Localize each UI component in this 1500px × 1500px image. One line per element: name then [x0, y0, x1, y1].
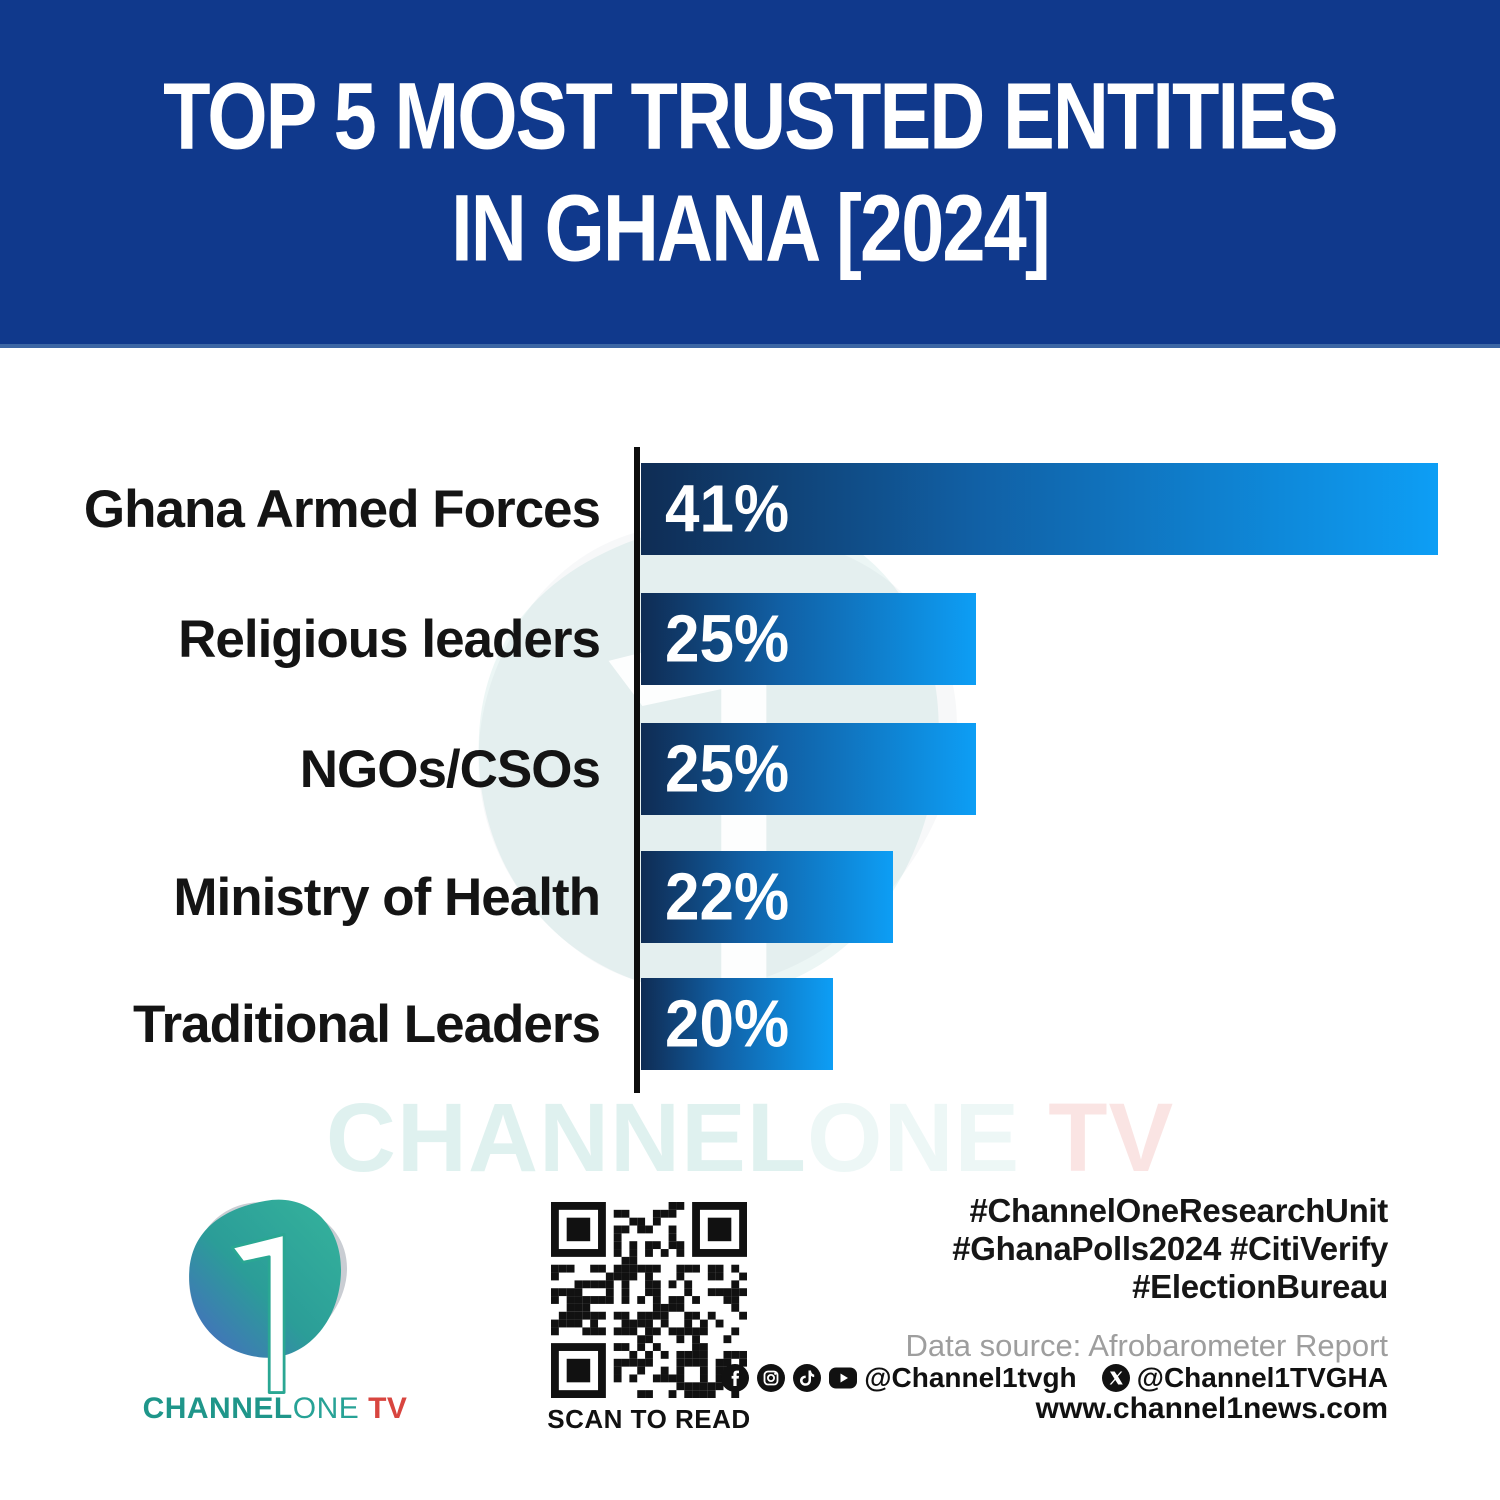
hashtags: #ChannelOneResearchUnit #GhanaPolls2024 …: [952, 1192, 1388, 1306]
value-label: 25%: [665, 601, 790, 677]
x-twitter-icon: [1101, 1364, 1130, 1392]
value-label: 25%: [665, 731, 790, 807]
value-label: 20%: [665, 986, 790, 1062]
data-source: Data source: Afrobarometer Report: [905, 1328, 1388, 1363]
bar-ministry-of-health: 22%: [641, 851, 893, 943]
youtube-icon: [829, 1367, 858, 1389]
logo-wordmark: CHANNELONE TV: [120, 1392, 430, 1426]
website-url: www.channel1news.com: [1035, 1392, 1388, 1425]
tiktok-icon: [793, 1364, 822, 1392]
facebook-icon: [721, 1364, 750, 1392]
logo-wordmark-tv: TV: [359, 1392, 408, 1425]
hashtag-line-2: #GhanaPolls2024 #CitiVerify: [952, 1230, 1388, 1267]
channel-one-logo: [189, 1199, 347, 1394]
title-line-2: IN GHANA [2024]: [451, 175, 1051, 281]
chart-axis: [634, 447, 640, 1093]
hashtag-line-1: #ChannelOneResearchUnit: [969, 1192, 1388, 1229]
hashtag-line-3: #ElectionBureau: [1132, 1268, 1388, 1305]
category-label-traditional-leaders: Traditional Leaders: [133, 994, 601, 1054]
bar-ngos-csos: 25%: [641, 723, 976, 815]
watermark-text: CHANNELONE TV: [0, 1082, 1500, 1194]
watermark-tv: TV: [1020, 1083, 1175, 1192]
watermark-channel: CHANNEL: [325, 1083, 808, 1192]
social-handle-2: @Channel1TVGHA: [1136, 1362, 1388, 1393]
logo-wordmark-one: ONE: [292, 1392, 360, 1425]
bar-traditional-leaders: 20%: [641, 978, 833, 1070]
category-label-religious-leaders: Religious leaders: [178, 609, 601, 669]
logo-wordmark-channel: CHANNEL: [142, 1392, 293, 1425]
bar-ghana-armed-forces: 41%: [641, 463, 1438, 555]
instagram-icon: [757, 1364, 786, 1392]
value-label: 22%: [665, 859, 790, 935]
title-line-1: TOP 5 MOST TRUSTED ENTITIES: [163, 63, 1339, 169]
social-handle-1: @Channel1tvgh: [864, 1362, 1077, 1393]
page-title: TOP 5 MOST TRUSTED ENTITIES IN GHANA [20…: [163, 60, 1339, 284]
watermark-one: ONE: [807, 1083, 1021, 1192]
social-row: @Channel1tvgh @Channel1TVGHA: [720, 1362, 1388, 1394]
header-banner: TOP 5 MOST TRUSTED ENTITIES IN GHANA [20…: [0, 0, 1500, 348]
category-label-ghana-armed-forces: Ghana Armed Forces: [83, 479, 601, 539]
bar-religious-leaders: 25%: [641, 593, 976, 685]
qr-code: [551, 1202, 747, 1398]
category-label-ministry-of-health: Ministry of Health: [173, 867, 601, 927]
value-label: 41%: [665, 471, 790, 547]
qr-caption: SCAN TO READ: [547, 1404, 751, 1434]
category-label-ngos-csos: NGOs/CSOs: [299, 739, 601, 799]
